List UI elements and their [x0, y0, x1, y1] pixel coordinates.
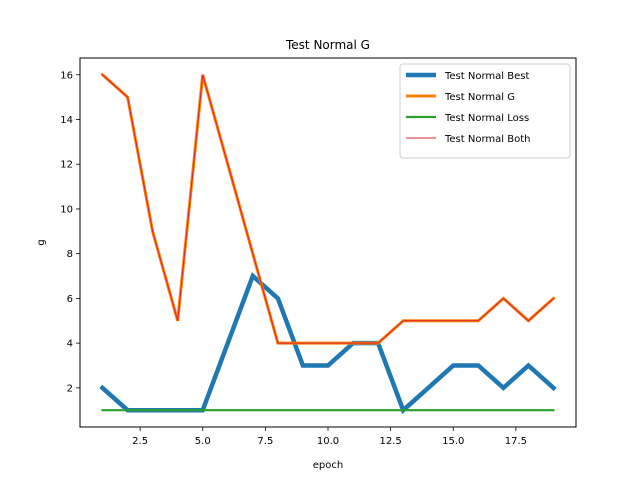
y-tick-label: 2: [67, 383, 73, 394]
y-tick-label: 12: [60, 160, 73, 171]
legend: Test Normal Best Test Normal G Test Normal…: [399, 63, 571, 159]
y-axis-label: g: [36, 239, 47, 245]
y-tick-label: 4: [67, 339, 73, 350]
series-lines: [99, 72, 557, 415]
y-tick-label: 6: [67, 294, 73, 305]
x-tick-label: 10.0: [317, 436, 339, 447]
y-axis-ticks: 2 4 6 8 10 12 14 16: [60, 70, 80, 394]
y-tick-label: 16: [60, 70, 73, 81]
x-axis-ticks: 2.5 5.0 7.5 10.0 12.5 15.0 17.5: [132, 427, 527, 447]
x-tick-label: 2.5: [132, 436, 148, 447]
legend-label: Test Normal G: [444, 92, 515, 103]
x-axis-label: epoch: [313, 460, 343, 471]
chart-title: Test Normal G: [285, 38, 370, 52]
y-tick-label: 8: [67, 249, 73, 260]
x-tick-label: 15.0: [442, 436, 464, 447]
legend-label: Test Normal Both: [444, 134, 530, 145]
x-tick-label: 12.5: [379, 436, 401, 447]
x-tick-label: 5.0: [195, 436, 211, 447]
legend-label: Test Normal Loss: [444, 113, 529, 124]
plot-frame: [79, 57, 577, 428]
x-tick-label: 7.5: [257, 436, 273, 447]
x-tick-label: 17.5: [505, 436, 527, 447]
legend-box: [399, 63, 571, 159]
legend-label: Test Normal Best: [444, 71, 529, 82]
y-tick-label: 14: [60, 115, 73, 126]
y-tick-label: 10: [60, 204, 73, 215]
series-line-test-normal-both: [101, 74, 555, 344]
